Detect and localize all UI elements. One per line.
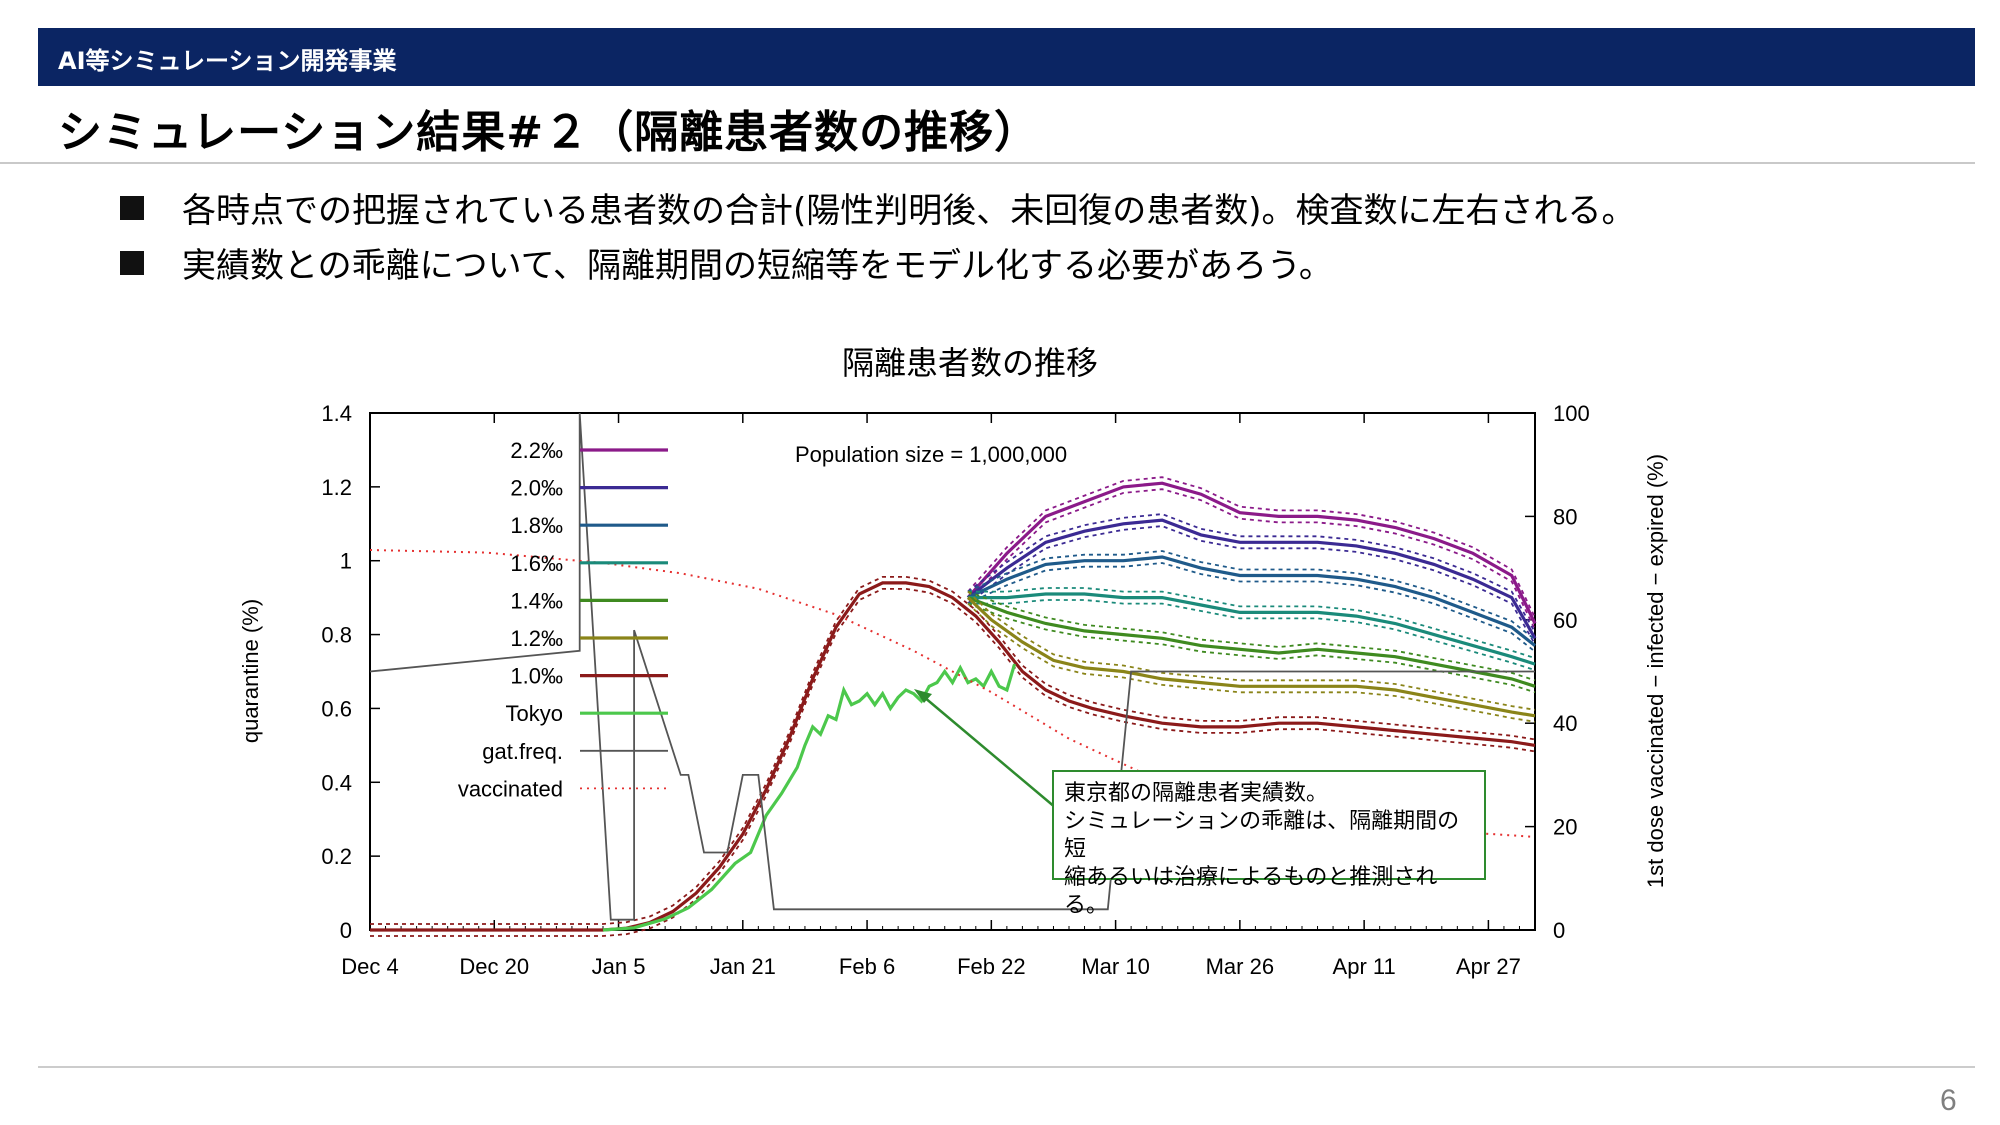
legend-label: 2.0‰ — [510, 476, 563, 501]
banner-text: AI等シミュレーション開発事業 — [58, 47, 397, 75]
title-divider — [0, 162, 1975, 164]
y2-tick-label: 60 — [1553, 608, 1577, 633]
y-tick-label: 0.6 — [321, 696, 352, 721]
series-line — [602, 663, 1017, 932]
series-line — [967, 555, 1536, 647]
series-band-upper — [967, 476, 1536, 618]
series-band-upper — [968, 587, 1536, 659]
y-tick-label: 0.2 — [321, 844, 352, 869]
legend-label: vaccinated — [458, 776, 563, 801]
series-band-upper — [967, 550, 1536, 641]
x-tick-label: Feb 6 — [839, 954, 895, 979]
series-band-upper — [967, 590, 1536, 682]
x-tick-label: Apr 11 — [1333, 954, 1396, 979]
chart-title: 隔離患者数の推移 — [842, 344, 1098, 382]
page-title: シミュレーション結果#２（隔離患者数の推移） — [58, 107, 1040, 158]
series-band-lower — [967, 562, 1536, 653]
x-tick-label: Mar 26 — [1206, 954, 1274, 979]
y2-tick-label: 80 — [1553, 504, 1577, 529]
y-tick-label: 0.8 — [321, 623, 352, 648]
series-band-lower — [968, 599, 1536, 671]
legend-label: 1.0‰ — [510, 664, 563, 689]
callout-arrow — [923, 696, 1057, 809]
y2-tick-label: 100 — [1553, 401, 1590, 426]
legend-label: 1.8‰ — [510, 513, 563, 538]
legend-label: gat.freq. — [482, 739, 563, 764]
bullet-text: 実績数との乖離について、隔離期間の短縮等をモデル化する必要があろう。 — [182, 246, 1333, 286]
bullet-text: 各時点での把握されている患者数の合計(陽性判明後、未回復の患者数)。検査数に左右… — [182, 191, 1636, 231]
series-line — [966, 481, 1537, 625]
x-tick-label: Jan 21 — [710, 954, 776, 979]
x-tick-label: Dec 20 — [459, 954, 529, 979]
series-line — [966, 596, 1536, 718]
legend-label: Tokyo — [506, 701, 563, 726]
series-band-lower — [967, 602, 1536, 723]
plot-area — [369, 412, 1537, 937]
x-tick-label: Mar 10 — [1081, 954, 1149, 979]
x-tick-label: Feb 22 — [957, 954, 1026, 979]
top-banner: AI等シミュレーション開発事業 — [38, 28, 1975, 86]
callout-line: 縮あるいは治療によるものと推測される。 — [1064, 865, 1438, 918]
x-tick-label: Jan 5 — [592, 954, 646, 979]
legend-label: 1.4‰ — [510, 588, 563, 613]
legend-label: 1.6‰ — [510, 551, 563, 576]
y-tick-label: 0 — [340, 918, 352, 943]
series-band-lower — [967, 602, 1536, 694]
legend-label: 1.2‰ — [510, 626, 563, 651]
y2-tick-label: 20 — [1553, 815, 1577, 840]
page-number: 6 — [1940, 1084, 1957, 1117]
bullet-item: 実績数との乖離について、隔離期間の短縮等をモデル化する必要があろう。 — [120, 238, 1333, 287]
y-tick-label: 1 — [340, 549, 352, 574]
series-band-lower — [967, 488, 1536, 630]
y2-tick-label: 40 — [1553, 711, 1577, 736]
series-band-lower — [967, 525, 1536, 645]
series-line — [967, 596, 1536, 688]
y-axis-label: quarantine (%) — [238, 599, 263, 743]
series-line — [968, 592, 1536, 666]
population-annotation: Population size = 1,000,000 — [795, 442, 1067, 467]
series-line — [370, 581, 1536, 932]
y-tick-label: 1.2 — [321, 475, 352, 500]
legend-label: 2.2‰ — [510, 438, 563, 463]
callout-line: 東京都の隔離患者実績数。 — [1064, 781, 1329, 806]
y-tick-label: 0.4 — [321, 770, 352, 795]
series-line — [967, 518, 1537, 640]
callout-line: シミュレーションの乖離は、隔離期間の短 — [1064, 809, 1460, 862]
square-bullet-icon — [120, 250, 144, 275]
legend: 2.2‰ 2.0‰ 1.8‰ 1.6‰ 1.4‰ 1.2‰ 1.0‰ Tokyo gat.fre… — [458, 438, 668, 801]
footer-divider — [38, 1066, 1975, 1068]
bullet-item: 各時点での把握されている患者数の合計(陽性判明後、未回復の患者数)。検査数に左右… — [120, 183, 1636, 232]
y-tick-label: 1.4 — [321, 401, 352, 426]
callout-arrowhead-icon — [914, 689, 932, 703]
square-bullet-icon — [120, 195, 144, 220]
series-line — [369, 412, 1535, 921]
x-tick-label: Dec 4 — [341, 954, 398, 979]
series-band-upper — [967, 513, 1536, 633]
y2-axis-label: 1st dose vaccinated − infected − expired… — [1643, 454, 1668, 888]
y2-tick-label: 0 — [1553, 918, 1565, 943]
callout-box: 東京都の隔離患者実績数。 シミュレーションの乖離は、隔離期間の短 縮あるいは治療… — [1052, 770, 1486, 918]
x-tick-label: Apr 27 — [1456, 954, 1521, 979]
